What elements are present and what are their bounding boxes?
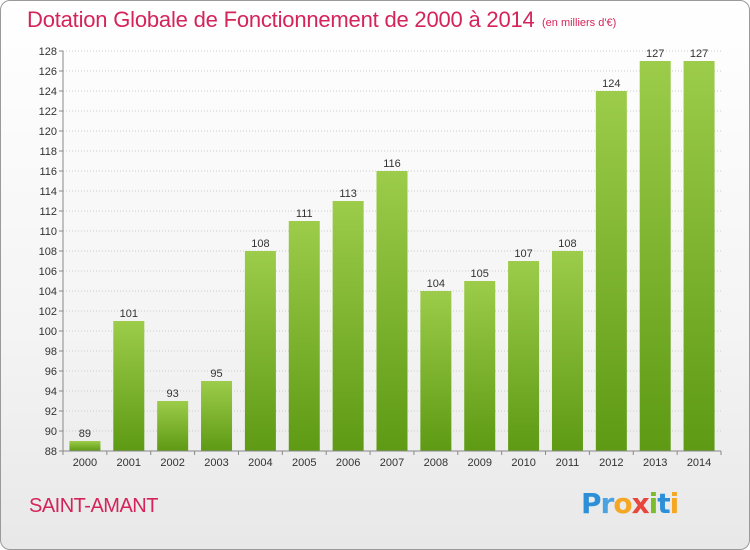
logo-letter: r (600, 487, 615, 520)
bar-2013 (639, 61, 671, 451)
value-label-2008: 104 (427, 278, 445, 290)
y-tick-label: 112 (39, 206, 57, 218)
x-tick-label: 2004 (248, 457, 272, 469)
y-tick-label: 124 (39, 86, 57, 98)
bar-2014 (683, 61, 715, 451)
bar-2004 (244, 251, 276, 451)
y-tick-label: 120 (39, 126, 57, 138)
y-tick-label: 92 (45, 406, 57, 418)
x-tick-label: 2001 (117, 457, 141, 469)
bar-2012 (595, 91, 627, 451)
y-tick-label: 122 (39, 106, 57, 118)
value-label-2005: 111 (296, 208, 313, 220)
y-tick-label: 90 (45, 426, 57, 438)
bar-2007 (376, 171, 408, 451)
x-tick-label: 2003 (204, 457, 228, 469)
logo-letter: t (657, 487, 670, 520)
bar-2006 (332, 201, 364, 451)
chart-title: Dotation Globale de Fonctionnement de 20… (27, 7, 535, 32)
chart-unit: (en milliers d'€) (542, 17, 617, 29)
y-tick-label: 96 (45, 366, 57, 378)
value-label-2012: 124 (602, 78, 620, 90)
y-tick-label: 114 (39, 186, 57, 198)
y-tick-label: 128 (39, 46, 57, 58)
y-tick-label: 94 (45, 386, 57, 398)
value-label-2006: 113 (339, 188, 357, 200)
y-tick-label: 88 (45, 446, 57, 458)
y-tick-label: 108 (39, 246, 57, 258)
bar-2010 (508, 261, 540, 451)
y-tick-label: 110 (39, 226, 57, 238)
y-tick-label: 104 (39, 286, 57, 298)
logo-letter: P (581, 487, 602, 520)
value-labels: 89 101 93 95 108 111 113 116 104 105 107 108 124 127 1… (79, 48, 708, 440)
logo-letter: i (669, 487, 680, 520)
x-tick-label: 2013 (643, 457, 667, 469)
y-tick-label: 106 (39, 266, 57, 278)
bar-2000 (69, 441, 101, 451)
x-axis-ticks: 2000 2001 2002 2003 2004 2005 2006 2007 2008 2009… (62, 450, 722, 469)
logo-letter: i (648, 487, 659, 520)
y-tick-label: 98 (45, 346, 57, 358)
x-tick-label: 2000 (73, 457, 97, 469)
bars (69, 61, 715, 451)
bar-2002 (157, 401, 189, 451)
value-label-2004: 108 (251, 238, 269, 250)
value-label-2002: 93 (167, 388, 179, 400)
x-tick-label: 2002 (160, 457, 184, 469)
value-label-2014: 127 (690, 48, 708, 60)
x-tick-label: 2005 (292, 457, 316, 469)
x-tick-label: 2012 (599, 457, 623, 469)
bar-2005 (288, 221, 320, 451)
x-tick-label: 2006 (336, 457, 360, 469)
value-label-2003: 95 (210, 368, 222, 380)
x-tick-label: 2011 (556, 457, 580, 469)
value-label-2007: 116 (383, 158, 401, 170)
y-tick-label: 116 (39, 166, 57, 178)
bar-2011 (551, 251, 583, 451)
logo-letter: x (631, 487, 650, 520)
value-label-2001: 101 (120, 308, 138, 320)
value-label-2013: 127 (646, 48, 664, 60)
bar-2009 (464, 281, 496, 451)
value-label-2011: 108 (558, 238, 576, 250)
x-tick-label: 2009 (467, 457, 491, 469)
x-tick-label: 2008 (424, 457, 448, 469)
x-tick-label: 2014 (687, 457, 711, 469)
value-label-2000: 89 (79, 428, 91, 440)
y-tick-label: 126 (39, 66, 57, 78)
y-tick-label: 100 (39, 326, 57, 338)
bar-2008 (420, 291, 452, 451)
y-tick-label: 118 (39, 146, 57, 158)
y-tick-label: 102 (39, 306, 57, 318)
bar-2001 (113, 321, 145, 451)
bar-2003 (201, 381, 233, 451)
x-tick-label: 2007 (380, 457, 404, 469)
x-tick-label: 2010 (511, 457, 535, 469)
logo-letter: o (613, 487, 632, 520)
commune-name: SAINT-AMANT (29, 495, 158, 517)
value-label-2010: 107 (514, 248, 532, 260)
y-axis-ticks: 88 90 92 94 96 98 100 102 104 106 108 110 112 114 116 1… (39, 46, 64, 458)
proxiti-logo: Proxiti (581, 487, 680, 520)
value-label-2009: 105 (471, 268, 489, 280)
